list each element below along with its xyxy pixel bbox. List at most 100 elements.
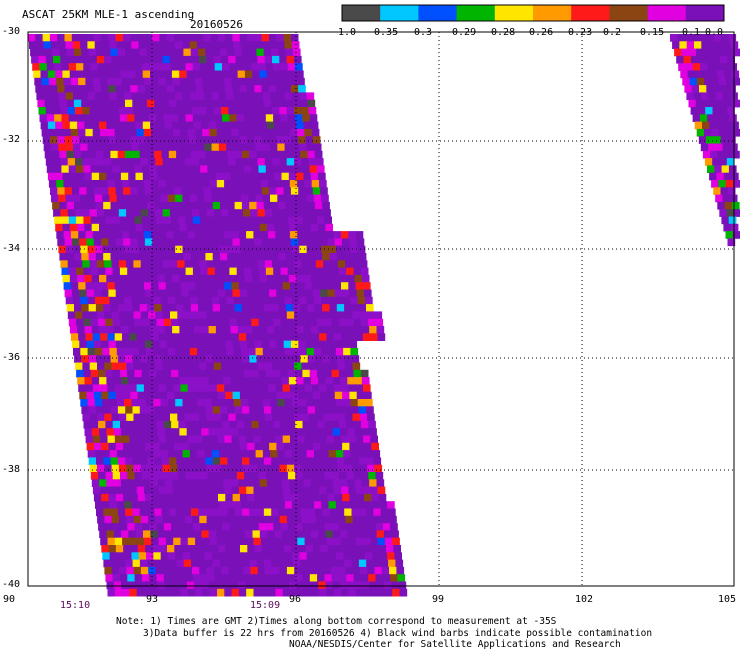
swath-pixel xyxy=(155,158,163,166)
swath-pixel xyxy=(268,538,276,546)
swath-pixel xyxy=(82,56,90,64)
swath-pixel xyxy=(139,246,147,254)
swath-pixel xyxy=(276,443,284,451)
swath-pixel xyxy=(223,530,231,538)
swath-pixel xyxy=(94,238,102,246)
swath-pixel xyxy=(193,217,201,225)
swath-pixel xyxy=(144,384,152,392)
swath-pixel xyxy=(155,363,163,371)
swath-pixel xyxy=(311,530,319,538)
swath-pixel xyxy=(242,509,250,517)
swath-pixel xyxy=(172,530,180,538)
swath-pixel xyxy=(119,107,127,115)
swath-pixel xyxy=(306,443,314,451)
swath-pixel xyxy=(95,41,103,49)
swath-pixel xyxy=(193,63,201,71)
swath-pixel xyxy=(186,63,194,71)
swath-pixel xyxy=(119,56,127,64)
swath-pixel xyxy=(171,421,179,429)
swath-pixel xyxy=(260,377,268,385)
swath-pixel xyxy=(261,129,269,137)
swath-pixel xyxy=(316,260,324,268)
swath-pixel xyxy=(108,436,116,444)
swath-pixel xyxy=(122,589,130,597)
swath-pixel xyxy=(102,348,110,356)
swath-pixel xyxy=(216,530,224,538)
swath-pixel xyxy=(282,479,290,487)
swath-pixel xyxy=(112,311,120,319)
swath-pixel xyxy=(219,450,227,458)
swath-pixel xyxy=(291,545,299,553)
swath-pixel xyxy=(284,136,292,144)
swath-pixel xyxy=(170,363,178,371)
swath-pixel xyxy=(297,538,305,546)
swath-pixel xyxy=(190,501,198,509)
swath-pixel xyxy=(295,165,303,173)
swath-pixel xyxy=(717,122,725,130)
swath-pixel xyxy=(170,414,178,422)
swath-pixel xyxy=(197,144,205,152)
swath-pixel xyxy=(259,114,267,122)
swath-pixel xyxy=(199,209,207,217)
swath-pixel xyxy=(105,421,113,429)
swath-pixel xyxy=(328,494,336,502)
swath-pixel xyxy=(210,333,218,341)
swath-pixel xyxy=(272,107,280,115)
swath-pixel xyxy=(173,589,181,597)
swath-pixel xyxy=(344,304,352,312)
swath-pixel xyxy=(253,129,261,137)
swath-pixel xyxy=(255,494,263,502)
swath-pixel xyxy=(251,63,259,71)
swath-pixel xyxy=(147,151,155,159)
swath-pixel xyxy=(208,217,216,225)
swath-pixel xyxy=(255,392,263,400)
swath-pixel xyxy=(230,122,238,130)
swath-pixel xyxy=(130,34,138,42)
swath-pixel xyxy=(389,516,397,524)
swath-pixel xyxy=(93,180,101,188)
swath-pixel xyxy=(66,41,74,49)
swath-pixel xyxy=(243,107,251,115)
swath-pixel xyxy=(259,523,267,531)
swath-pixel xyxy=(159,85,167,93)
swath-pixel xyxy=(103,355,111,363)
swath-pixel xyxy=(250,363,258,371)
swath-pixel xyxy=(68,56,76,64)
swath-pixel xyxy=(112,260,120,268)
swath-pixel xyxy=(163,567,171,575)
swath-pixel xyxy=(246,180,254,188)
swath-pixel xyxy=(109,545,117,553)
swath-pixel xyxy=(112,567,120,575)
swath-pixel xyxy=(284,34,292,42)
swath-pixel xyxy=(182,443,190,451)
swath-pixel xyxy=(728,136,736,144)
swath-pixel xyxy=(367,311,375,319)
swath-pixel xyxy=(237,63,245,71)
swath-pixel xyxy=(381,560,389,568)
swath-pixel xyxy=(162,560,170,568)
swath-pixel xyxy=(135,217,143,225)
swath-pixel xyxy=(253,180,261,188)
swath-pixel xyxy=(187,224,195,232)
swath-pixel xyxy=(146,450,154,458)
swath-pixel xyxy=(356,333,364,341)
swath-pixel xyxy=(144,487,152,495)
swath-pixel xyxy=(294,516,302,524)
swath-pixel xyxy=(166,487,174,495)
swath-pixel xyxy=(175,195,183,203)
swath-pixel xyxy=(184,406,192,414)
swath-pixel xyxy=(239,436,247,444)
swath-pixel xyxy=(347,530,355,538)
swath-pixel xyxy=(92,122,100,130)
swath-pixel xyxy=(682,78,690,86)
swath-pixel xyxy=(276,341,284,349)
swath-pixel xyxy=(271,202,279,210)
swath-pixel xyxy=(362,479,370,487)
swath-pixel xyxy=(249,100,257,108)
swath-pixel xyxy=(330,253,338,261)
swath-pixel xyxy=(697,129,705,137)
swath-pixel xyxy=(232,282,240,290)
swath-pixel xyxy=(93,129,101,137)
swath-pixel xyxy=(283,333,291,341)
swath-pixel xyxy=(723,92,731,100)
